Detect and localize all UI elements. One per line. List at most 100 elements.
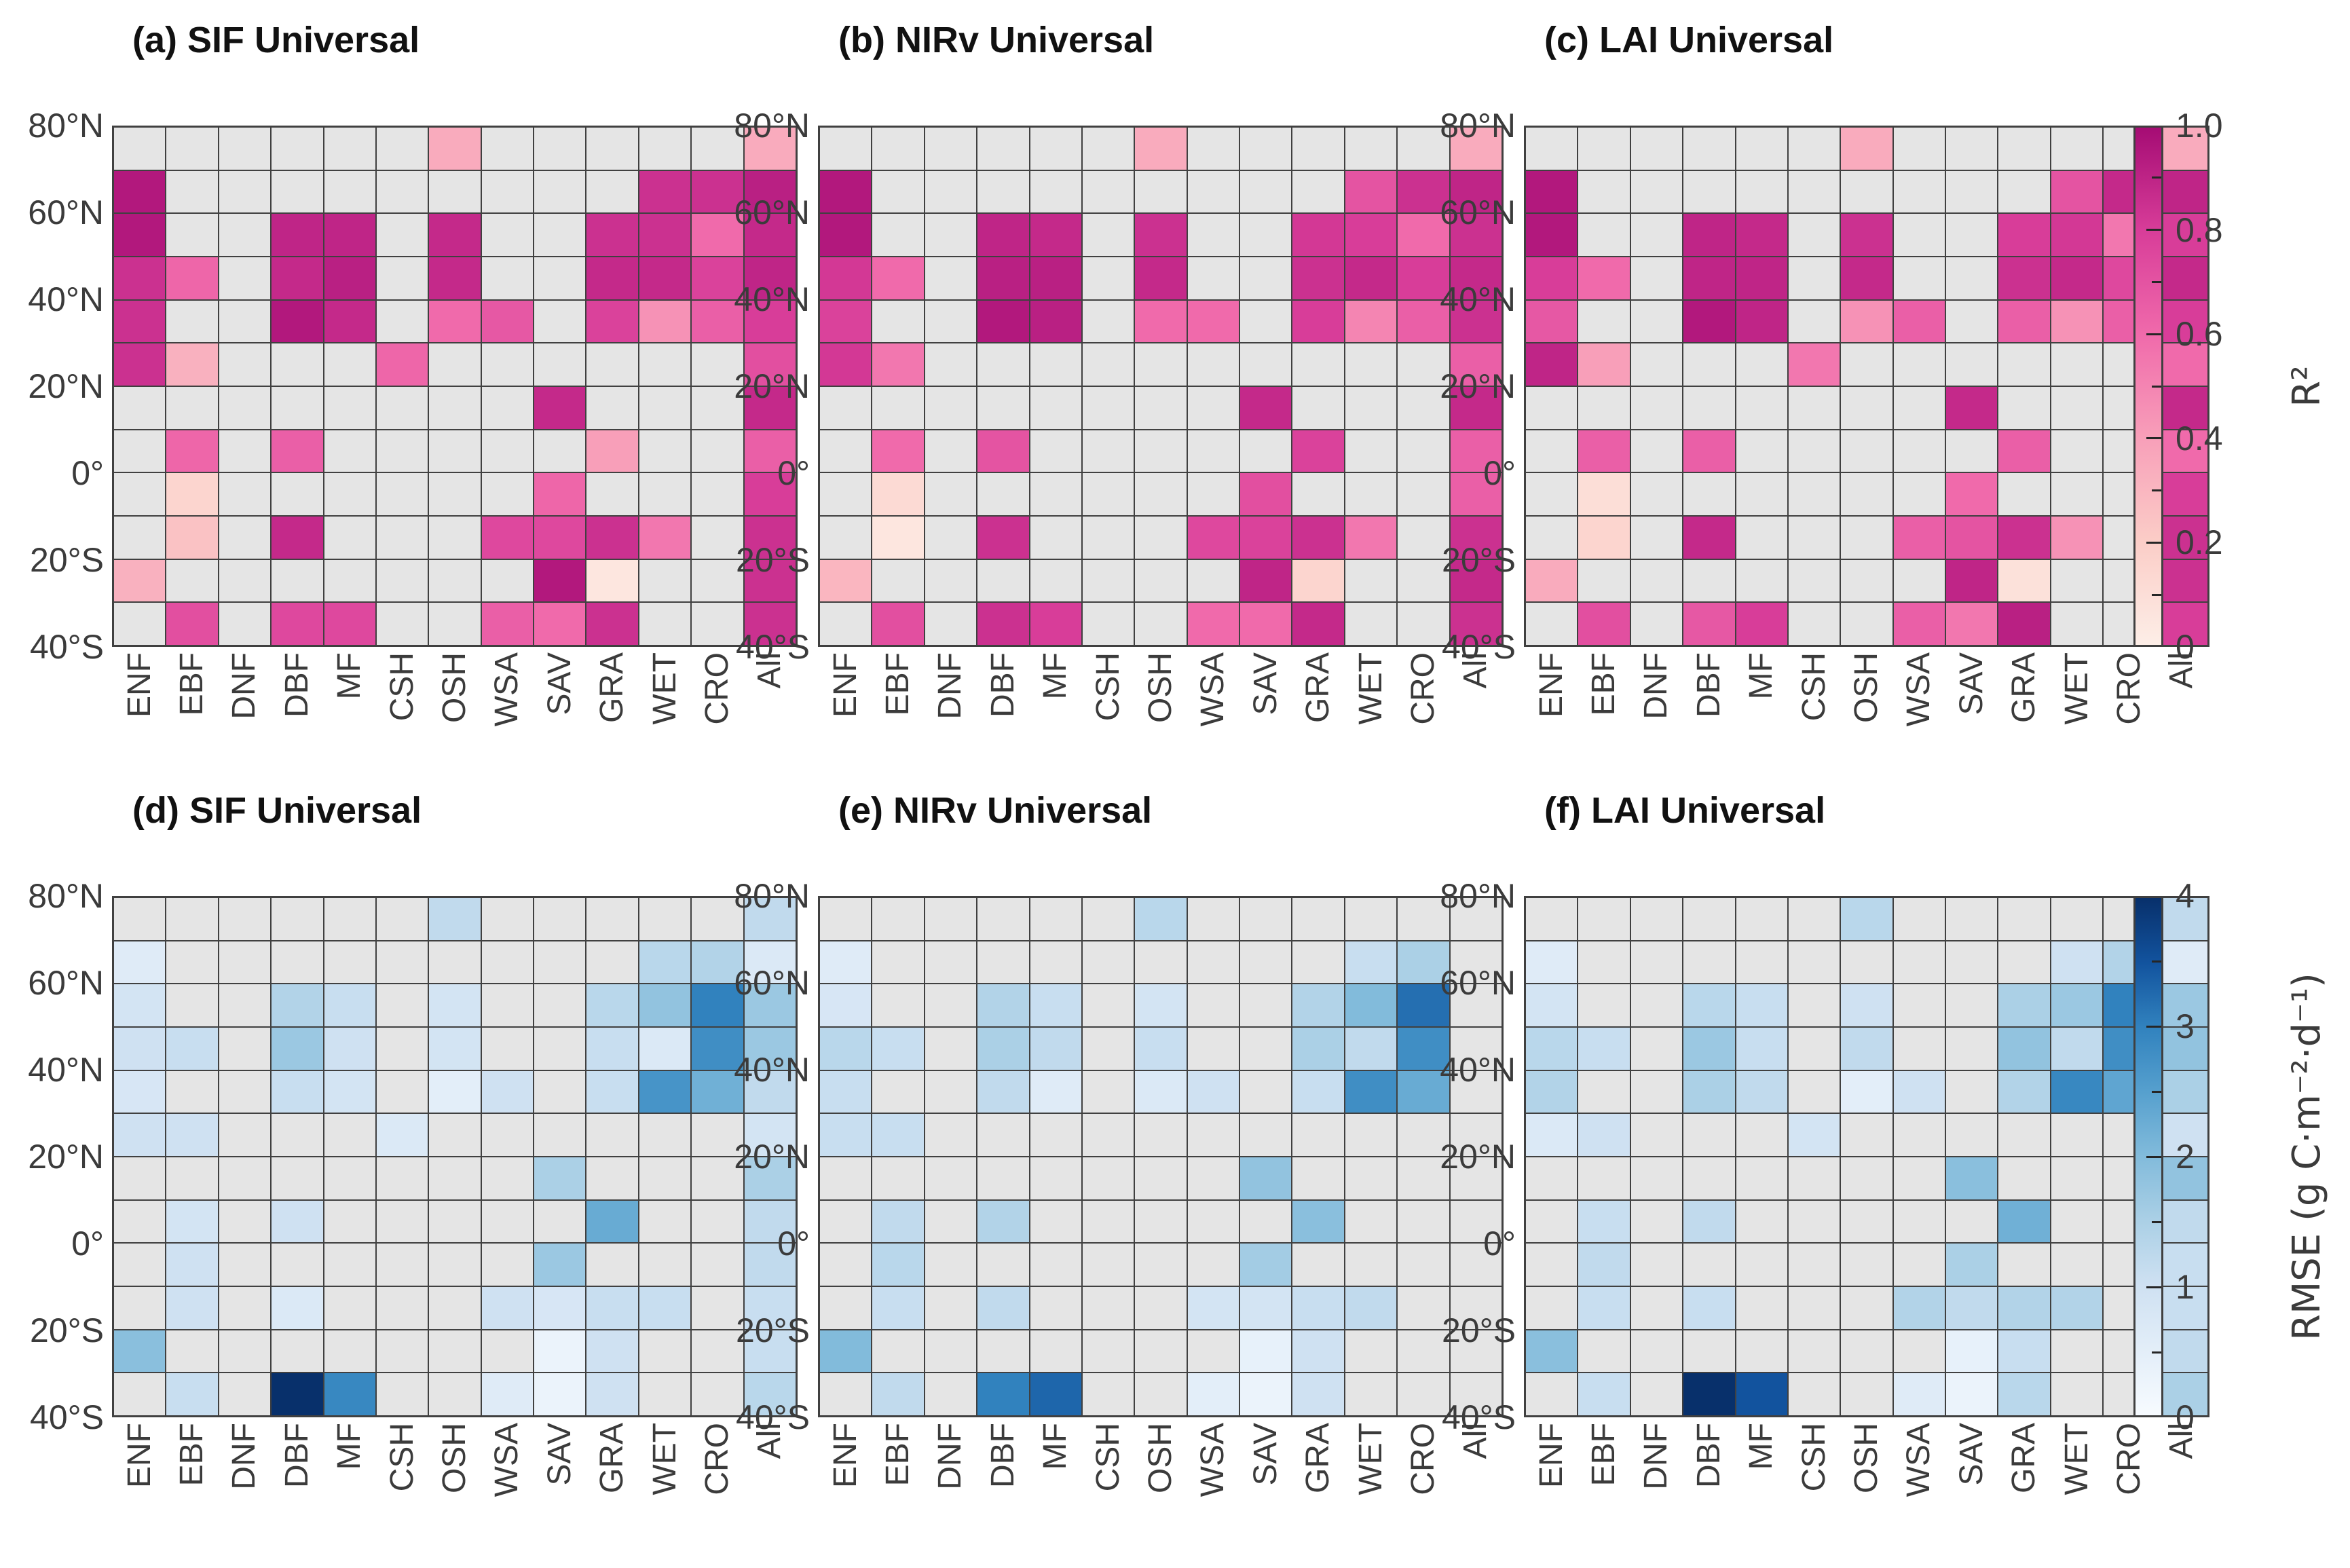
heatmap-cell-f-40-30N-SAV [1946,1070,1998,1113]
heatmap-cell-b-30-20N-OSH [1135,343,1187,386]
heatmap-cell-a-30-20N-DBF [272,343,323,386]
heatmap-cell-f-80-70N-WET [2051,898,2103,940]
heatmap-cell-d-10-20S-CSH [376,1287,428,1329]
heatmap-cell-e-30-20N-DBF [977,1114,1029,1156]
heatmap-cell-f-10-20S-WET [2051,1287,2103,1329]
heatmap-cell-f-60-50N-WSA [1893,984,1945,1026]
x-tick-label: ENF [827,652,863,717]
x-tick-label: DNF [226,1423,263,1490]
y-tick-label: 60°N [1440,193,1516,231]
heatmap-cell-d-60-50N-OSH [429,984,481,1026]
heatmap-cell-a-40-30N-SAV [534,300,586,343]
colorbar-tick-label: 0.6 [2176,315,2223,354]
colorbar-tick-label: 0.8 [2176,210,2223,249]
heatmap-cell-d-20-10N-ENF [114,1157,166,1199]
heatmap-cell-b-0-10S-DBF [977,473,1029,515]
heatmap-cell-d-10-20S-DNF [219,1287,271,1329]
heatmap-cell-d-20-10N-DBF [272,1157,323,1199]
heatmap-cell-d-80-70N-CSH [376,898,428,940]
heatmap-cell-b-30-40S-DBF [977,603,1029,645]
colorbar-tick [2146,229,2161,231]
x-tick-label: CRO [1404,652,1441,725]
heatmap-cell-b-30-20N-All [1450,343,1502,386]
heatmap-cell-c-10-20S-WSA [1893,517,1945,559]
heatmap-cell-b-0-10S-WSA [1187,473,1239,515]
heatmap-cell-a-10-20S-DNF [219,517,271,559]
heatmap-cell-b-10-20S-All [1450,517,1502,559]
heatmap-cell-d-20-30S-SAV [534,1330,586,1373]
heatmap-cell-a-70-60N-CRO [692,170,743,213]
heatmap-cell-e-50-40N-MF [1030,1028,1081,1070]
x-tick-label: CSH [384,652,420,722]
heatmap-cell-f-0-10S-MF [1736,1244,1787,1286]
heatmap-cell-d-20-30S-GRA [586,1330,638,1373]
heatmap-cell-c-20-10N-CSH [1788,387,1840,429]
panel-title-d: (d) SIF Universal [132,790,422,831]
x-tick-label: WET [646,652,683,725]
heatmap-cell-d-40-30N-MF [324,1070,375,1113]
heatmap-cell-d-80-70N-WSA [481,898,534,940]
x-tick-label: WSA [1195,1423,1231,1497]
heatmap-cell-c-0-10S-EBF [1578,473,1630,515]
heatmap-cell-e-60-50N-OSH [1135,984,1187,1026]
heatmap-cell-a-0-10S-SAV [534,473,586,515]
heatmap-cell-a-60-50N-ENF [114,214,166,256]
heatmap-cell-b-60-50N-EBF [872,214,924,256]
heatmap-cell-b-10-0N-ENF [820,430,872,472]
heatmap-cell-c-30-40S-CSH [1788,603,1840,645]
heatmap-cell-b-0-10S-SAV [1240,473,1292,515]
colorbar-tick [2146,333,2161,335]
heatmap-cell-c-20-30S-All [2156,559,2207,602]
x-tick-label: CRO [698,652,735,725]
heatmap-cell-e-30-40S-SAV [1240,1373,1292,1415]
heatmap-cell-f-10-20S-EBF [1578,1287,1630,1329]
heatmap-cell-e-30-40S-DBF [977,1373,1029,1415]
x-tick-label: GRA [1300,652,1337,724]
heatmap-cell-d-0-10S-CRO [692,1244,743,1286]
heatmap-cell-c-40-30N-WSA [1893,300,1945,343]
heatmap-cell-e-0-10S-GRA [1292,1244,1344,1286]
heatmap-cell-e-80-70N-ENF [820,898,872,940]
heatmap-cell-c-50-40N-GRA [1998,257,2050,299]
heatmap-cell-c-10-20S-GRA [1998,517,2050,559]
heatmap-cell-f-60-50N-SAV [1946,984,1998,1026]
heatmap-cell-f-40-30N-DNF [1630,1070,1683,1113]
y-tick-label: 80°N [734,877,810,915]
colorbar-tick [2152,1351,2161,1354]
heatmap-cell-d-10-0N-SAV [534,1200,586,1243]
heatmap-cell-a-10-0N-All [744,430,796,472]
heatmap-cell-e-0-10S-CRO [1398,1244,1449,1286]
heatmap-cell-e-10-20S-ENF [820,1287,872,1329]
heatmap-cell-f-40-30N-GRA [1998,1070,2050,1113]
x-tick-label: MF [331,652,368,700]
heatmap-cell-a-70-60N-ENF [114,170,166,213]
heatmap-cell-e-20-10N-All [1450,1157,1502,1199]
heatmap-cell-e-40-30N-CSH [1082,1070,1134,1113]
heatmap-cell-e-10-20S-All [1450,1287,1502,1329]
heatmap-cell-e-30-20N-ENF [820,1114,872,1156]
heatmap-cell-a-20-10N-SAV [534,387,586,429]
heatmap-cell-e-20-10N-OSH [1135,1157,1187,1199]
heatmap-cell-a-80-70N-WET [639,128,691,170]
heatmap-cell-f-80-70N-All [2156,898,2207,940]
heatmap-cell-d-70-60N-All [744,941,796,984]
heatmap-cell-a-20-30S-GRA [586,559,638,602]
x-tick-label: OSH [1848,652,1884,724]
x-tick-label: ENF [1533,652,1569,717]
heatmap-cell-c-40-30N-DNF [1630,300,1683,343]
heatmap-cell-b-20-30S-WET [1345,559,1397,602]
x-tick-label: CSH [1089,652,1126,722]
heatmap-cell-c-80-70N-GRA [1998,128,2050,170]
x-tick-label: DNF [226,652,263,720]
heatmap-cell-c-80-70N-MF [1736,128,1787,170]
heatmap-grid-e [818,896,1504,1417]
heatmap-cell-b-80-70N-CRO [1398,128,1449,170]
heatmap-cell-f-10-0N-EBF [1578,1200,1630,1243]
heatmap-cell-c-40-30N-EBF [1578,300,1630,343]
heatmap-cell-f-70-60N-ENF [1526,941,1578,984]
heatmap-cell-e-0-10S-EBF [872,1244,924,1286]
heatmap-cell-e-70-60N-EBF [872,941,924,984]
heatmap-cell-f-10-0N-CSH [1788,1200,1840,1243]
heatmap-cell-c-20-10N-DNF [1630,387,1683,429]
